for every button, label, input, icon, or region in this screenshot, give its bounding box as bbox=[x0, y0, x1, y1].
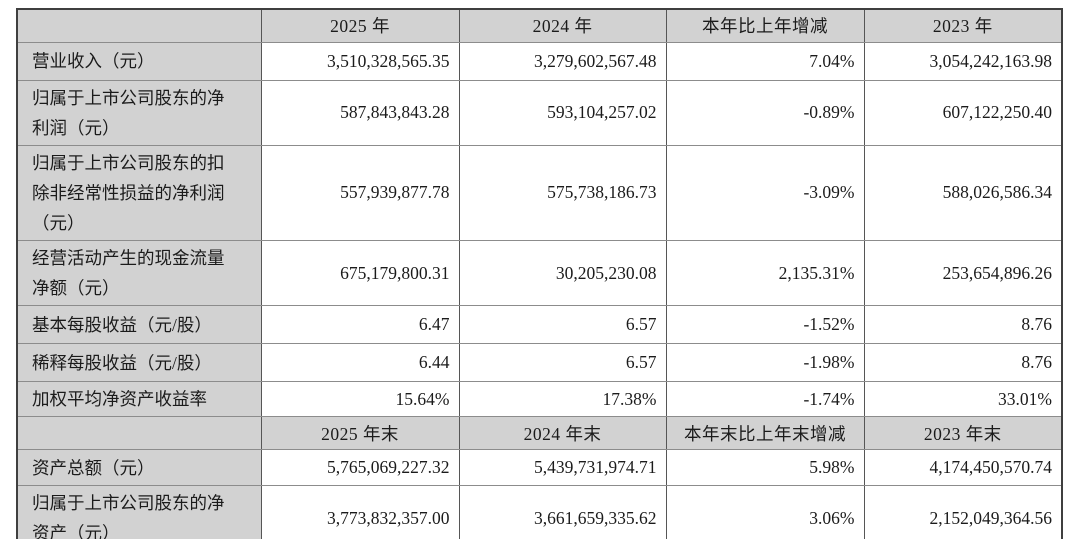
value-2023: 3,054,242,163.98 bbox=[863, 41, 1063, 81]
table-row: 经营活动产生的现金流量净额（元） 675,179,800.31 30,205,2… bbox=[16, 239, 1063, 307]
value-2023: 4,174,450,570.74 bbox=[863, 449, 1063, 487]
yoy-change: -1.52% bbox=[665, 305, 865, 345]
table-row: 稀释每股收益（元/股） 6.44 6.57 -1.98% 8.76 bbox=[16, 343, 1063, 383]
endpoint-header-2024: 2024 年末 bbox=[458, 416, 667, 451]
yoy-change: -1.74% bbox=[665, 381, 865, 418]
value-2025: 675,179,800.31 bbox=[260, 239, 460, 307]
metric-label: 稀释每股收益（元/股） bbox=[16, 343, 262, 383]
endpoint-header-row: 2025 年末 2024 年末 本年末比上年末增减 2023 年末 bbox=[16, 416, 1063, 451]
value-2024: 6.57 bbox=[458, 343, 667, 383]
period-header-blank bbox=[16, 8, 262, 43]
endpoint-header-blank bbox=[16, 416, 262, 451]
value-2023: 8.76 bbox=[863, 305, 1063, 345]
value-2024: 6.57 bbox=[458, 305, 667, 345]
table-row: 归属于上市公司股东的净利润（元） 587,843,843.28 593,104,… bbox=[16, 79, 1063, 146]
value-2024: 593,104,257.02 bbox=[458, 79, 667, 146]
value-2023: 588,026,586.34 bbox=[863, 144, 1063, 241]
period-header-yoy-change: 本年比上年增减 bbox=[665, 8, 865, 43]
period-header-row: 2025 年 2024 年 本年比上年增减 2023 年 bbox=[16, 8, 1063, 43]
value-2024: 17.38% bbox=[458, 381, 667, 418]
metric-label: 归属于上市公司股东的净利润（元） bbox=[16, 79, 262, 146]
endpoint-header-2023: 2023 年末 bbox=[863, 416, 1063, 451]
endpoint-header-2025: 2025 年末 bbox=[260, 416, 460, 451]
value-2025: 3,510,328,565.35 bbox=[260, 41, 460, 81]
metric-label: 资产总额（元） bbox=[16, 449, 262, 487]
value-2025: 6.44 bbox=[260, 343, 460, 383]
yoy-change: -0.89% bbox=[665, 79, 865, 146]
metric-label: 归属于上市公司股东的扣除非经常性损益的净利润（元） bbox=[16, 144, 262, 241]
value-2025: 587,843,843.28 bbox=[260, 79, 460, 146]
endpoint-header-yoy-change: 本年末比上年末增减 bbox=[665, 416, 865, 451]
yoy-change: 5.98% bbox=[665, 449, 865, 487]
period-header-2023: 2023 年 bbox=[863, 8, 1063, 43]
value-2024: 30,205,230.08 bbox=[458, 239, 667, 307]
value-2025: 6.47 bbox=[260, 305, 460, 345]
metric-label: 加权平均净资产收益率 bbox=[16, 381, 262, 418]
period-header-2025: 2025 年 bbox=[260, 8, 460, 43]
value-2024: 3,279,602,567.48 bbox=[458, 41, 667, 81]
value-2024: 5,439,731,974.71 bbox=[458, 449, 667, 487]
metric-label: 经营活动产生的现金流量净额（元） bbox=[16, 239, 262, 307]
metric-label: 基本每股收益（元/股） bbox=[16, 305, 262, 345]
value-2025: 15.64% bbox=[260, 381, 460, 418]
table-row: 基本每股收益（元/股） 6.47 6.57 -1.52% 8.76 bbox=[16, 305, 1063, 345]
period-header-2024: 2024 年 bbox=[458, 8, 667, 43]
table-row: 加权平均净资产收益率 15.64% 17.38% -1.74% 33.01% bbox=[16, 381, 1063, 418]
table-row: 归属于上市公司股东的净资产（元） 3,773,832,357.00 3,661,… bbox=[16, 485, 1063, 539]
value-2023: 33.01% bbox=[863, 381, 1063, 418]
yoy-change: 2,135.31% bbox=[665, 239, 865, 307]
yoy-change: 7.04% bbox=[665, 41, 865, 81]
table-row: 归属于上市公司股东的扣除非经常性损益的净利润（元） 557,939,877.78… bbox=[16, 144, 1063, 241]
yoy-change: 3.06% bbox=[665, 485, 865, 539]
value-2023: 8.76 bbox=[863, 343, 1063, 383]
value-2025: 557,939,877.78 bbox=[260, 144, 460, 241]
value-2024: 575,738,186.73 bbox=[458, 144, 667, 241]
metric-label: 归属于上市公司股东的净资产（元） bbox=[16, 485, 262, 539]
value-2025: 3,773,832,357.00 bbox=[260, 485, 460, 539]
value-2023: 607,122,250.40 bbox=[863, 79, 1063, 146]
yoy-change: -1.98% bbox=[665, 343, 865, 383]
yoy-change: -3.09% bbox=[665, 144, 865, 241]
value-2023: 2,152,049,364.56 bbox=[863, 485, 1063, 539]
financial-summary-table: 2025 年 2024 年 本年比上年增减 2023 年 营业收入（元） 3,5… bbox=[16, 8, 1063, 539]
table-row: 营业收入（元） 3,510,328,565.35 3,279,602,567.4… bbox=[16, 41, 1063, 81]
value-2023: 253,654,896.26 bbox=[863, 239, 1063, 307]
metric-label: 营业收入（元） bbox=[16, 41, 262, 81]
value-2025: 5,765,069,227.32 bbox=[260, 449, 460, 487]
value-2024: 3,661,659,335.62 bbox=[458, 485, 667, 539]
table-row: 资产总额（元） 5,765,069,227.32 5,439,731,974.7… bbox=[16, 449, 1063, 487]
